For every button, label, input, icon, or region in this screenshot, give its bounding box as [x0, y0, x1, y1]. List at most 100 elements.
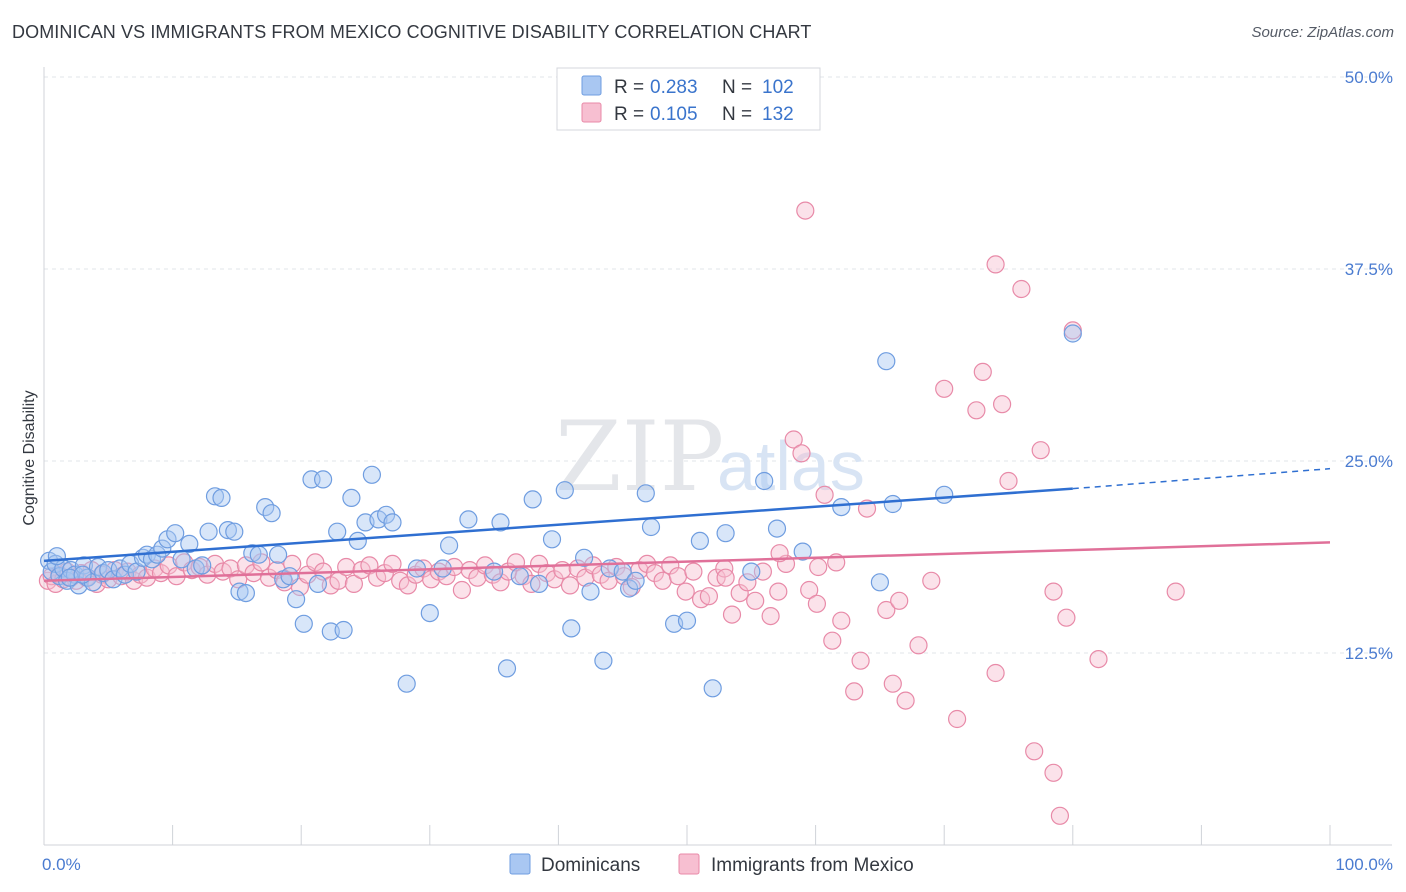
legend-r-value: 0.283 — [650, 77, 698, 98]
point-dominican — [397, 674, 416, 693]
point-dominican — [308, 574, 327, 594]
x-tick-label-max: 100.0% — [1335, 855, 1393, 874]
point-mexico — [832, 611, 851, 630]
point-mexico — [896, 691, 915, 710]
point-mexico — [877, 600, 896, 620]
point-dominican — [703, 679, 722, 698]
legend-r-value: 0.105 — [650, 104, 698, 125]
chart-title: DOMINICAN VS IMMIGRANTS FROM MEXICO COGN… — [12, 22, 812, 42]
point-dominican — [883, 494, 902, 514]
legend-r-label: R = — [614, 77, 644, 98]
point-dominican — [755, 471, 774, 491]
point-dominican — [377, 505, 396, 524]
watermark-zip: ZIP — [555, 401, 724, 513]
point-dominican — [574, 548, 594, 567]
point-mexico — [738, 573, 757, 592]
legend-swatch-mexico — [581, 102, 602, 123]
point-dominican — [529, 574, 549, 594]
bottom-legend-label-mexico: Immigrants from Mexico — [711, 855, 914, 876]
point-mexico — [986, 255, 1005, 274]
point-dominican — [180, 534, 199, 554]
point-dominican — [832, 498, 851, 517]
legend-swatch-dominicans — [581, 75, 602, 96]
point-dominican — [193, 556, 212, 575]
point-mexico — [746, 591, 765, 610]
trend-line-dominicans-extension — [1072, 467, 1331, 490]
point-mexico — [306, 553, 325, 572]
point-dominican — [342, 488, 361, 507]
point-mexico — [769, 582, 788, 601]
point-dominican — [205, 487, 225, 506]
point-dominican — [314, 470, 333, 489]
point-dominican — [793, 542, 812, 561]
point-dominican — [716, 524, 735, 543]
watermark-atlas: atlas — [717, 427, 865, 505]
point-mexico — [986, 663, 1005, 683]
series-dominicans — [39, 324, 1082, 698]
point-dominican — [348, 531, 367, 551]
point-dominican — [225, 522, 244, 541]
point-dominican — [485, 562, 504, 581]
point-mexico — [947, 709, 967, 729]
point-dominican — [269, 545, 288, 564]
point-dominican — [420, 603, 439, 623]
point-dominican — [870, 573, 890, 592]
trend-line-mexico — [43, 541, 1331, 583]
series-immigrants-from-mexico — [38, 201, 1185, 825]
trend-lines — [43, 467, 1331, 583]
y-tick-label: 25.0% — [1345, 452, 1393, 471]
point-dominican — [199, 522, 218, 541]
point-dominican — [47, 547, 67, 566]
point-mexico — [922, 571, 941, 590]
y-tick-label: 37.5% — [1345, 260, 1393, 279]
point-mexico — [1044, 582, 1063, 601]
point-dominican — [581, 582, 600, 601]
point-dominican — [877, 352, 896, 371]
point-mexico — [645, 563, 665, 583]
point-mexico — [1166, 582, 1185, 601]
point-dominican — [262, 504, 281, 523]
point-mexico — [668, 567, 688, 586]
point-dominican — [767, 519, 787, 538]
point-mexico — [992, 395, 1012, 414]
point-mexico — [676, 582, 695, 601]
point-mexico — [807, 594, 827, 613]
point-dominican — [334, 620, 353, 640]
point-mexico — [890, 591, 909, 610]
legend-n-label: N = — [722, 104, 752, 125]
point-mexico — [883, 674, 902, 693]
axes — [43, 67, 1392, 846]
point-dominican — [230, 582, 249, 601]
point-mexico — [784, 430, 803, 449]
point-mexico — [699, 587, 719, 606]
point-mexico — [1025, 742, 1044, 761]
point-mexico — [967, 401, 986, 420]
y-tick-label: 50.0% — [1345, 68, 1393, 87]
point-dominican — [383, 513, 402, 532]
point-dominican — [294, 614, 313, 633]
point-dominican — [641, 517, 661, 537]
point-mexico — [800, 580, 819, 600]
point-dominican — [510, 567, 529, 586]
point-dominican — [440, 536, 459, 555]
point-mexico — [845, 682, 864, 701]
source-credit: Source: ZipAtlas.com — [1251, 24, 1394, 41]
point-mexico — [383, 554, 402, 574]
point-dominican — [1063, 324, 1082, 343]
point-dominican — [287, 590, 306, 609]
point-dominican — [212, 488, 231, 507]
point-mexico — [1057, 608, 1076, 627]
point-mexico — [770, 544, 789, 563]
point-dominican — [236, 583, 255, 603]
point-mexico — [445, 557, 464, 577]
point-dominican — [280, 567, 299, 586]
point-dominican — [362, 465, 381, 484]
point-mexico — [909, 636, 928, 655]
point-mexico — [815, 485, 834, 504]
point-mexico — [1089, 649, 1108, 669]
point-mexico — [375, 563, 394, 583]
y-axis-label: Cognitive Disability — [21, 390, 38, 525]
bottom-legend: Dominicans Immigrants from Mexico — [509, 853, 914, 876]
point-mexico — [476, 556, 495, 575]
point-mexico — [851, 651, 870, 670]
